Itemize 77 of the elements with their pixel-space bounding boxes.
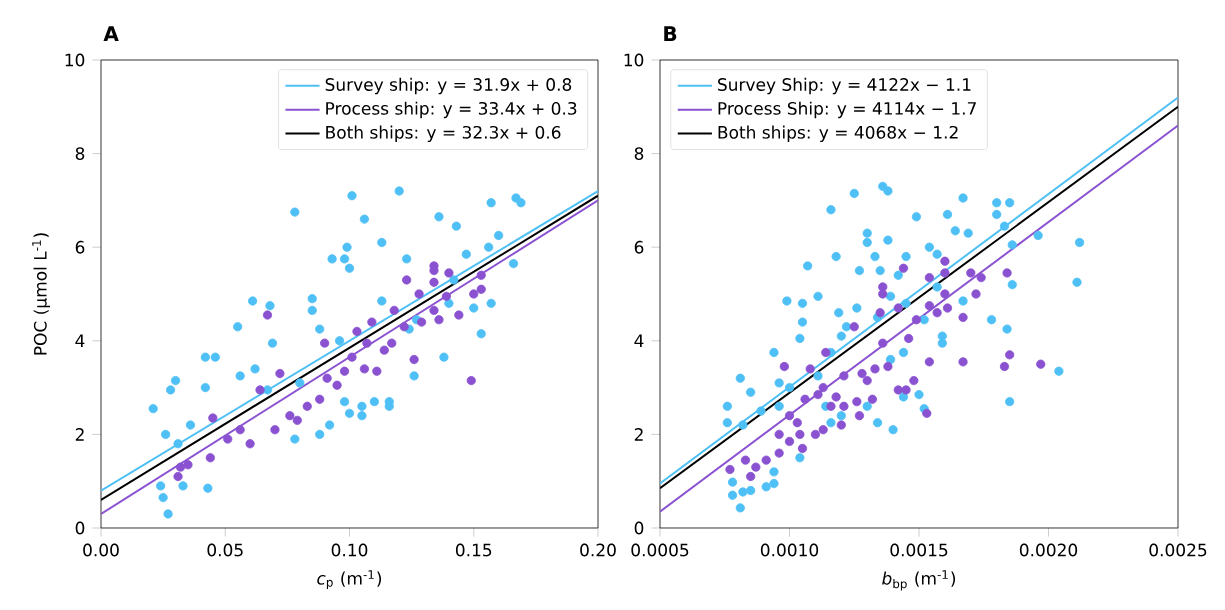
point <box>322 373 332 383</box>
point <box>339 366 350 376</box>
point <box>235 425 245 435</box>
y-tick-label: 0 <box>75 521 85 535</box>
point <box>409 354 419 365</box>
x-axis-title: c$_{p}$ (m$^{-1}$) <box>317 570 382 589</box>
point <box>362 338 372 348</box>
x-tick-label: 0.05 <box>207 543 243 557</box>
point <box>441 291 452 301</box>
point <box>332 380 342 390</box>
point <box>476 270 486 280</box>
y-tick-label: 8 <box>634 147 644 161</box>
x-axis-title: b$_{bp}$ (m$^{-1}$) <box>882 570 956 591</box>
x-tick-label: 0.00 <box>83 543 119 557</box>
point <box>476 284 486 294</box>
legend-label: Both ships: y = 4068x − 1.2 <box>718 125 958 143</box>
point <box>454 310 464 320</box>
y-tick-label: 2 <box>634 428 643 441</box>
legend-label: Survey ship: y = 31.9x + 0.8 <box>325 77 572 95</box>
point <box>429 277 439 287</box>
point <box>223 434 233 444</box>
point <box>402 275 412 285</box>
x-tick-label: 0.0020 <box>1019 543 1078 557</box>
point <box>285 411 295 421</box>
point <box>270 425 280 435</box>
x-tick-label: 0.20 <box>580 543 616 557</box>
chart-title: A <box>103 26 119 41</box>
legend-label: Survey Ship: y = 4122x − 1.1 <box>718 77 971 95</box>
point <box>389 305 399 315</box>
point <box>208 413 218 423</box>
y-tick-label: 8 <box>75 147 85 161</box>
point <box>183 460 193 470</box>
point <box>302 401 312 411</box>
x-tick-label: 0.10 <box>331 543 368 557</box>
point <box>367 317 377 327</box>
point <box>173 471 183 482</box>
x-tick-label: 0.0025 <box>1149 543 1207 557</box>
point <box>175 462 186 472</box>
point <box>320 338 330 348</box>
point <box>372 366 382 376</box>
y-tick-label: 2 <box>75 428 84 441</box>
legend-label: Process ship: y = 33.4x + 0.3 <box>326 101 577 119</box>
chart-title: B <box>664 26 677 41</box>
legend-label: Process Ship: y = 4114x − 1.7 <box>718 101 976 119</box>
point <box>205 453 215 463</box>
y-tick-label: 6 <box>634 240 644 254</box>
point <box>262 310 273 320</box>
point <box>387 338 397 348</box>
x-tick-label: 0.0010 <box>760 543 819 557</box>
y-axis-title: POC (μmol L$^{-1}$) <box>32 233 51 355</box>
point <box>275 368 285 379</box>
point <box>399 322 409 332</box>
y-tick-label: 4 <box>75 334 85 347</box>
y-tick-label: 0 <box>634 521 644 535</box>
point <box>434 315 444 325</box>
point <box>416 317 427 327</box>
point <box>352 326 362 337</box>
point <box>255 385 265 395</box>
x-tick-label: 0.0015 <box>890 543 948 557</box>
x-tick-label: 0.0005 <box>631 543 689 557</box>
point <box>466 375 476 386</box>
point <box>359 364 370 374</box>
legend-label: Both ships: y = 32.3x + 0.6 <box>326 125 561 143</box>
point <box>469 289 479 299</box>
point <box>444 268 454 278</box>
point <box>414 289 424 299</box>
point <box>347 352 357 362</box>
point <box>245 439 255 449</box>
y-tick-label: 4 <box>634 334 644 347</box>
point <box>292 415 302 425</box>
point <box>379 345 389 355</box>
y-tick-label: 10 <box>65 53 85 67</box>
point <box>429 305 439 315</box>
y-tick-label: 6 <box>75 240 85 254</box>
y-tick-label: 10 <box>624 53 644 67</box>
x-tick-label: 0.15 <box>455 543 492 557</box>
point <box>315 394 325 404</box>
